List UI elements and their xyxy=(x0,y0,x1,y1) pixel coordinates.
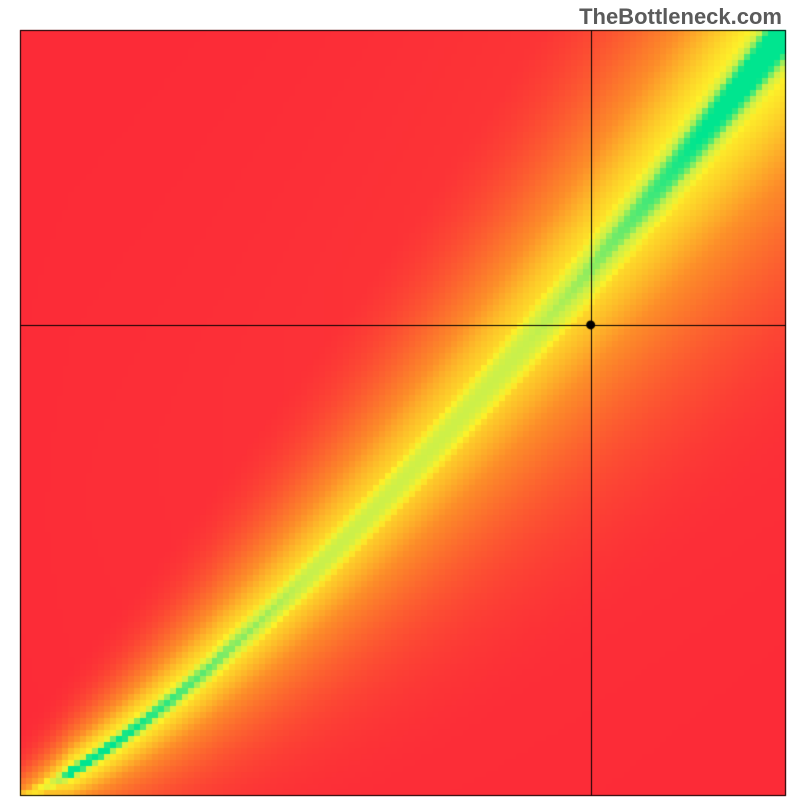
chart-container: TheBottleneck.com xyxy=(0,0,800,800)
watermark-text: TheBottleneck.com xyxy=(579,4,782,30)
overlay-canvas xyxy=(0,0,800,800)
